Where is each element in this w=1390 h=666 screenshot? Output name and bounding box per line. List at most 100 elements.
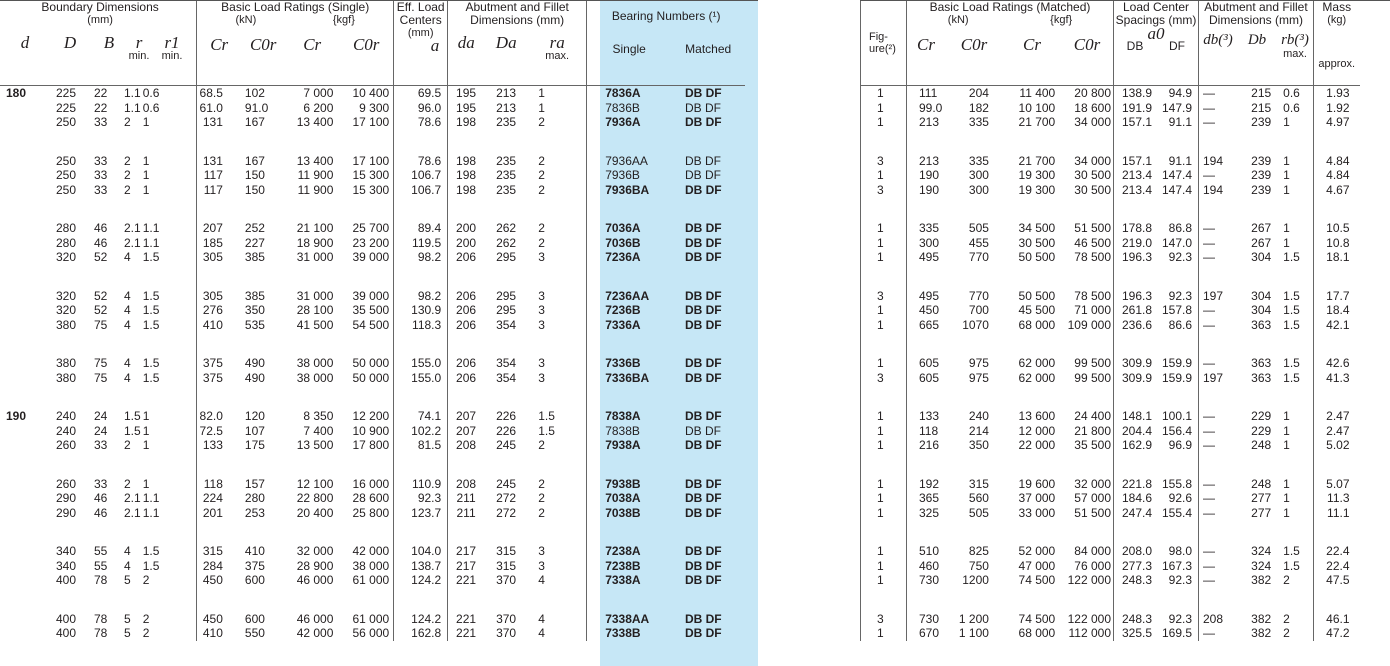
Db-cell: 304	[1251, 250, 1272, 264]
mass-cell: 17.7	[1313, 288, 1360, 303]
table-row: 1 665 1070 68 000 109 000 236.6 86.6 — 363 1.5 42.…	[860, 317, 1360, 332]
Db-cell: 382	[1251, 573, 1272, 587]
Db-cell: 304	[1251, 288, 1272, 303]
Da-cell: 262	[496, 235, 517, 250]
c0r-kgf-cell: 9 300	[359, 100, 390, 115]
single-bearing-number: 7338B	[586, 626, 671, 641]
group-spacer	[0, 385, 745, 409]
c0r-kn-cell: 410	[244, 544, 265, 558]
c0r-kn-cell: 535	[244, 317, 265, 332]
spacing-df-cell: 100.1	[1161, 409, 1192, 423]
figure-cell: 1	[860, 423, 907, 438]
c0r-matched-cell: 1 200	[958, 611, 989, 626]
da-cell: 208	[447, 476, 484, 491]
single-bearing-number: 7336A	[586, 317, 671, 332]
cr-kgf-cell: 21 100	[296, 221, 334, 235]
table-row: 320 52 4 1.5 276 350 28 100 35 500 130.9 206 295 3 7…	[0, 303, 745, 318]
cr-kgf-cell: 7 400	[303, 423, 334, 438]
table-row: 320 52 4 1.5 305 385 31 000 39 000 98.2 206 295 3 72…	[0, 250, 745, 265]
table-row: 1 460 750 47 000 76 000 277.3 167.3 — 324 1.5 22.4	[860, 558, 1360, 573]
eff-load-center-cell: 155.0	[393, 370, 448, 385]
mass-cell: 46.1	[1313, 611, 1360, 626]
width-cell: 33	[94, 182, 108, 197]
matched-arrangement: DB DF	[684, 573, 722, 587]
spacing-db-cell: 157.1	[1113, 115, 1156, 130]
ra-max-cell: 1.5	[538, 409, 555, 423]
Db-cell: 382	[1251, 626, 1272, 640]
col-cr-kgf-symbol: Cr	[303, 35, 322, 54]
Db-cell: 248	[1251, 438, 1272, 452]
outer-diameter-cell: 225	[55, 100, 77, 115]
matched-arrangement: DB DF	[684, 356, 722, 370]
table-row: 1 118 214 12 000 21 800 204.4 156.4—229 1 2.47	[860, 423, 1360, 438]
single-bearing-number: 7236B	[586, 303, 671, 318]
table-row: 1 335 505 34 500 51 500 178.8 86.8—267 1 10.5	[860, 221, 1360, 236]
cr-kn-cell: 82.0	[196, 409, 241, 424]
rb-max-cell: 1	[1283, 115, 1290, 129]
col-r-min: min.	[128, 50, 150, 62]
group-spacer	[0, 452, 745, 477]
mass-approx: approx.	[1318, 58, 1356, 70]
spacing-df-cell: 86.6	[1168, 317, 1192, 332]
ra-max-cell: 3	[538, 544, 545, 558]
bore-diameter-cell	[0, 573, 42, 588]
figure-cell: 1	[860, 235, 907, 250]
Db-cell: 267	[1251, 235, 1272, 250]
rb-max-cell: 1.5	[1283, 356, 1300, 370]
matched-arrangement: DB DF	[684, 288, 722, 303]
eff-load-center-cell: 89.4	[393, 221, 448, 236]
matched-arrangement: DB DF	[684, 153, 721, 168]
col-cr-matched-symbol: Cr	[917, 35, 935, 54]
c0r-kgf-matched-cell: 21 800	[1074, 423, 1111, 438]
db-cell: —	[1197, 235, 1237, 250]
c0r-kgf-cell: 15 300	[352, 168, 390, 182]
col-cr-kgf-matched-symbol: Cr	[1023, 35, 1041, 54]
figure-cell: 1	[860, 356, 907, 371]
matched-arrangement: DB DF	[684, 491, 722, 505]
group-spacer	[860, 332, 1360, 356]
c0r-kgf-matched-cell: 99 500	[1074, 370, 1111, 385]
mass-cell: 5.02	[1313, 438, 1360, 453]
spacing-df-cell: 92.3	[1168, 288, 1192, 303]
cr-kn-cell: 185	[196, 235, 241, 250]
bore-diameter-cell	[0, 559, 42, 574]
ra-max-cell: 2	[538, 221, 545, 235]
Da-cell: 226	[496, 409, 517, 423]
single-bearing-number: 7836A	[586, 85, 671, 101]
da-cell: 206	[447, 288, 484, 303]
Db-cell: 215	[1236, 85, 1278, 101]
c0r-kgf-cell: 39 000	[352, 288, 390, 303]
ra-max-cell: 3	[538, 356, 545, 370]
Db-cell: 267	[1251, 221, 1272, 235]
c0r-matched-cell: 335	[968, 153, 989, 168]
c0r-kgf-cell: 17 100	[352, 115, 390, 129]
cr-kn-cell: 410	[196, 626, 241, 641]
ra-max-cell: 3	[538, 558, 545, 573]
Db-cell: 382	[1251, 611, 1272, 626]
a0-symbol: a0	[1147, 24, 1165, 43]
group-spacer	[860, 197, 1360, 221]
table-row: 1 192 315 19 600 32 000 221.8 155.8—248 1 5.07	[860, 476, 1360, 491]
table-row: 1 133 240 13 600 24 400 148.1 100.1—229 1 2.47	[860, 409, 1360, 424]
db-cell: 194	[1197, 182, 1237, 197]
r1-min-cell: 1	[142, 476, 150, 491]
c0r-kgf-matched-cell: 122 000	[1067, 573, 1111, 587]
table-row: 1 730 1200 74 500 122 000 248.3 92.3 — 382 2 47.5	[860, 573, 1360, 588]
col-cr-symbol: Cr	[210, 35, 229, 54]
r-min-cell: 4	[124, 370, 131, 385]
rb-max-cell: 1.5	[1283, 250, 1300, 264]
c0r-matched-cell: 315	[968, 476, 989, 491]
r1-min-cell: 1.5	[142, 317, 160, 332]
eff-load-center-cell: 102.2	[393, 423, 448, 438]
cr-kgf-matched-cell: 22 000	[1018, 438, 1056, 452]
db-cell: —	[1197, 438, 1237, 453]
c0r-kgf-cell: 50 000	[352, 370, 390, 385]
cr-kgf-matched-cell: 19 600	[1018, 476, 1056, 491]
cr-kgf-matched-cell: 68 000	[1018, 317, 1056, 332]
c0r-kn-cell: 252	[244, 221, 265, 235]
c0r-kgf-cell: 23 200	[352, 235, 390, 250]
col-r-symbol: r	[135, 33, 143, 52]
rb-max-cell: 1.5	[1283, 370, 1300, 385]
ra-max-cell: 1.5	[538, 423, 555, 438]
c0r-matched-cell: 975	[968, 370, 989, 385]
